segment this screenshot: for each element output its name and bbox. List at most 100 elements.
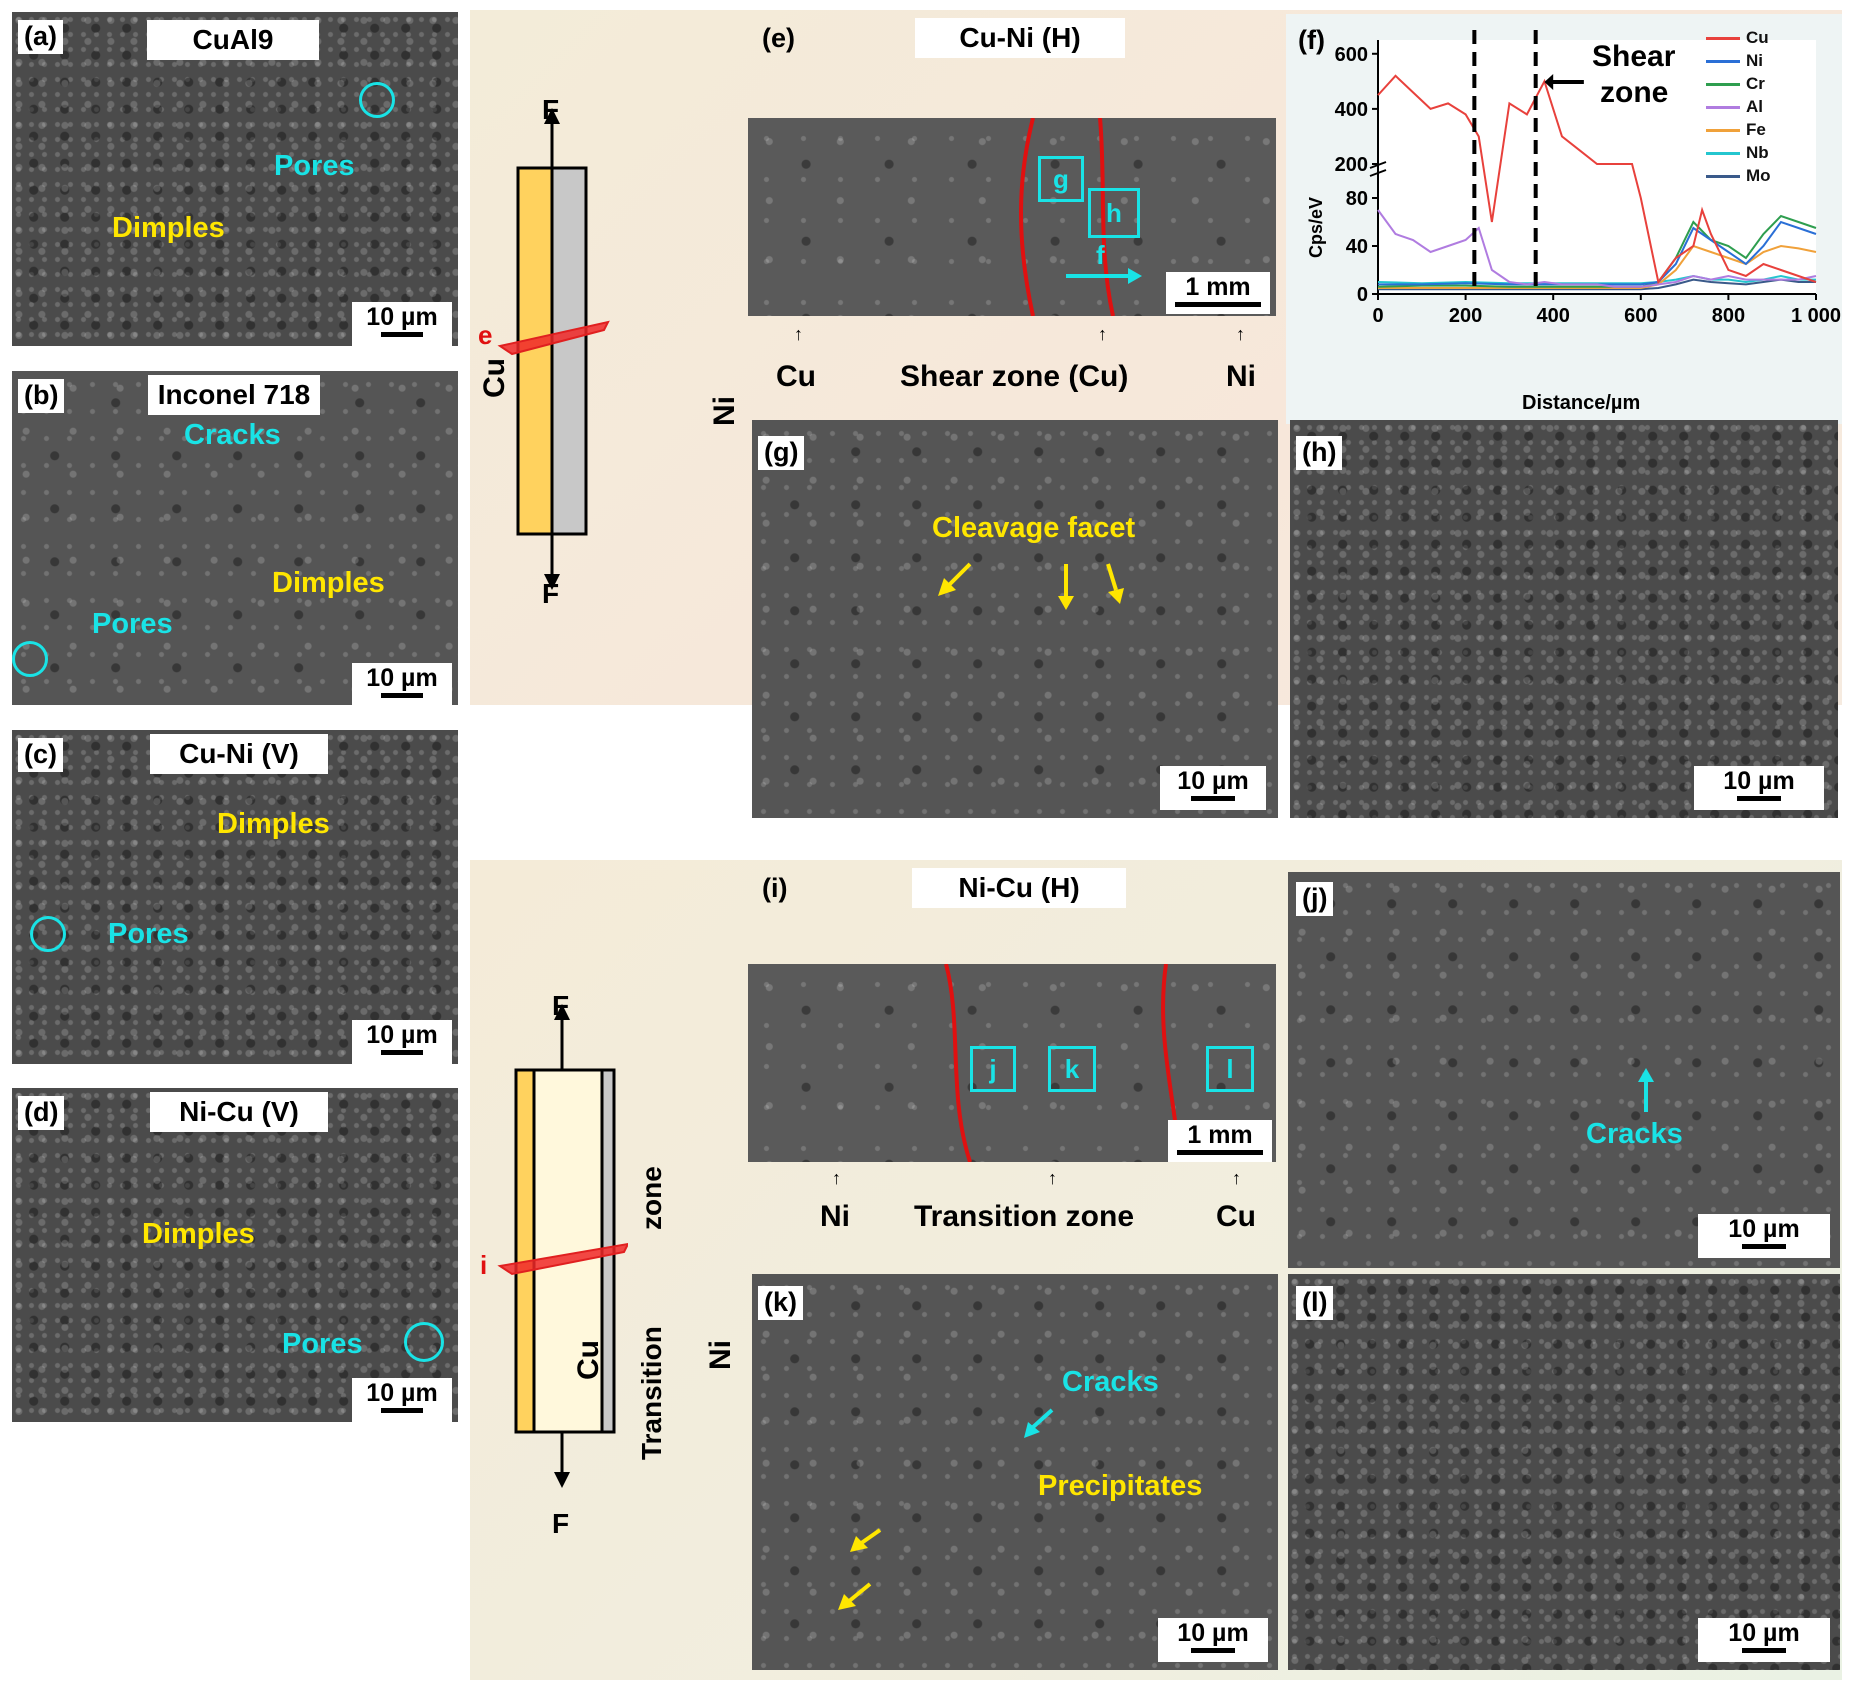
panel-title: Inconel 718	[148, 375, 320, 415]
y-tick-label: 200	[1335, 154, 1368, 176]
region-box-h: h	[1088, 188, 1140, 238]
force-label-bottom: F	[552, 1508, 570, 1539]
x-tick-label: 400	[1537, 305, 1570, 327]
dimples-label: Dimples	[112, 212, 225, 244]
annotation-arrowhead	[1544, 74, 1554, 90]
panel-letter: (j)	[1296, 882, 1334, 916]
y-tick-label: 400	[1335, 99, 1368, 121]
panel-title-i: Ni-Cu (H)	[912, 868, 1126, 908]
legend-entry-mo: Mo	[1706, 166, 1771, 186]
pore-marker	[404, 1322, 444, 1362]
label-below-i-1: ↑	[832, 1168, 841, 1188]
scale-bar: 1 mm	[1168, 1120, 1272, 1162]
sem-image-i: j k l 1 mm	[748, 964, 1276, 1162]
sem-image-h: (h) 10 µm	[1290, 420, 1838, 818]
scale-bar: 10 µm	[1694, 766, 1824, 810]
cracks-arrow	[1638, 1068, 1654, 1112]
transition-label-a: Transition	[636, 1326, 667, 1460]
chart-annotation-line1: Shear	[1592, 40, 1676, 73]
transition-label-b: zone	[636, 1166, 667, 1230]
label-below-e-1: ↑	[794, 324, 803, 344]
sem-image-k: (k) Cracks Precipitates 10 µm	[752, 1274, 1278, 1670]
series-line-ni	[1378, 220, 1817, 286]
panel-letter: (h)	[1296, 436, 1343, 470]
scale-bar: 10 µm	[1698, 1214, 1830, 1258]
legend-swatch	[1706, 83, 1740, 87]
scale-bar: 10 µm	[352, 1378, 452, 1422]
legend-swatch	[1706, 152, 1740, 156]
legend-entry-cu: Cu	[1706, 28, 1769, 48]
axis-break-mark	[1369, 169, 1387, 177]
precipitates-label: Precipitates	[1038, 1470, 1203, 1502]
pores-label: Pores	[282, 1328, 363, 1360]
region-box-g: g	[1038, 156, 1084, 202]
position-ni: Ni	[1226, 360, 1256, 393]
pore-marker	[12, 641, 48, 677]
label-below-e-3: ↑	[1236, 324, 1245, 344]
sem-image-e: g h f 1 mm	[748, 118, 1276, 316]
sem-image-d: (d) Ni-Cu (V) Dimples Pores 10 µm	[12, 1088, 458, 1422]
panel-letter: (b)	[18, 379, 65, 413]
legend-swatch	[1706, 37, 1740, 41]
region-box-k: k	[1048, 1046, 1096, 1092]
material-right: Ni	[704, 1340, 737, 1370]
legend-label: Al	[1746, 97, 1763, 116]
panel-letter-e: (e)	[762, 23, 795, 53]
legend-label: Mo	[1746, 166, 1771, 185]
legend-entry-ni: Ni	[1706, 51, 1763, 71]
section-label: i	[480, 1250, 488, 1280]
scale-bar: 1 mm	[1166, 272, 1270, 314]
panel-letter: (g)	[758, 436, 805, 470]
legend-swatch	[1706, 106, 1740, 110]
position-cu: Cu	[776, 360, 816, 393]
legend-label: Cr	[1746, 74, 1765, 93]
y-tick-label: 0	[1357, 284, 1368, 306]
position-transition-zone: Transition zone	[914, 1200, 1135, 1233]
panel-title: Ni-Cu (V)	[150, 1092, 328, 1132]
dimples-label: Dimples	[142, 1218, 255, 1250]
scale-bar: 10 µm	[1158, 1618, 1268, 1662]
series-line-fe	[1378, 244, 1817, 289]
position-ni: Ni	[820, 1200, 850, 1233]
sem-image-g: (g) Cleavage facet 10 µm	[752, 420, 1278, 818]
material-left: Cu	[572, 1340, 605, 1380]
legend-label: Fe	[1746, 120, 1766, 139]
cracks-label: Cracks	[184, 419, 281, 451]
material-left: Cu	[478, 358, 511, 398]
panel-letter: (c)	[18, 738, 63, 772]
sem-image-l: (l) 10 µm	[1288, 1274, 1840, 1670]
panel-letter: (l)	[1296, 1286, 1334, 1320]
chart-xlabel: Distance/µm	[1522, 392, 1641, 414]
legend-entry-al: Al	[1706, 97, 1763, 117]
sem-image-c: (c) Cu-Ni (V) Dimples Pores 10 µm	[12, 730, 458, 1064]
scale-bar: 10 µm	[1698, 1618, 1830, 1662]
cleavage-label: Cleavage facet	[932, 512, 1136, 544]
chart-letter: (f)	[1298, 25, 1325, 55]
series-line-cu	[1377, 74, 1817, 285]
feature-arrows	[838, 1408, 1054, 1610]
position-cu: Cu	[1216, 1200, 1256, 1233]
schematic-top	[497, 108, 610, 590]
pore-marker	[30, 916, 66, 952]
panel-title: Cu-Ni (V)	[150, 734, 328, 774]
dimples-label: Dimples	[272, 567, 385, 599]
scale-bar: 10 µm	[352, 1020, 452, 1064]
section-label: e	[478, 320, 493, 350]
series-line-nb	[1377, 274, 1816, 285]
region-box-j: j	[970, 1046, 1016, 1092]
region-box-l: l	[1206, 1046, 1254, 1092]
legend-swatch	[1706, 129, 1740, 133]
sem-image-j: (j) Cracks 10 µm	[1288, 872, 1840, 1268]
legend-swatch	[1706, 60, 1740, 64]
chart-ylabel: Cps/eV	[1306, 196, 1326, 258]
chart-plot: 0 200 400 600 800 1 000 0 40 80 200 400 600	[1335, 30, 1841, 327]
panel-letter: (k)	[758, 1286, 803, 1320]
cracks-label: Cracks	[1586, 1118, 1683, 1150]
panel-title: CuAl9	[147, 20, 319, 60]
force-label-bottom: F	[542, 578, 560, 609]
legend-label: Ni	[1746, 51, 1763, 70]
chart-f: (f) 0 200 400 600 800 1 000 0 40 80 200 400 600 She…	[1286, 14, 1842, 424]
pore-marker	[359, 82, 395, 118]
schematic-bottom	[497, 1004, 628, 1488]
cleavage-arrows	[938, 562, 1124, 610]
